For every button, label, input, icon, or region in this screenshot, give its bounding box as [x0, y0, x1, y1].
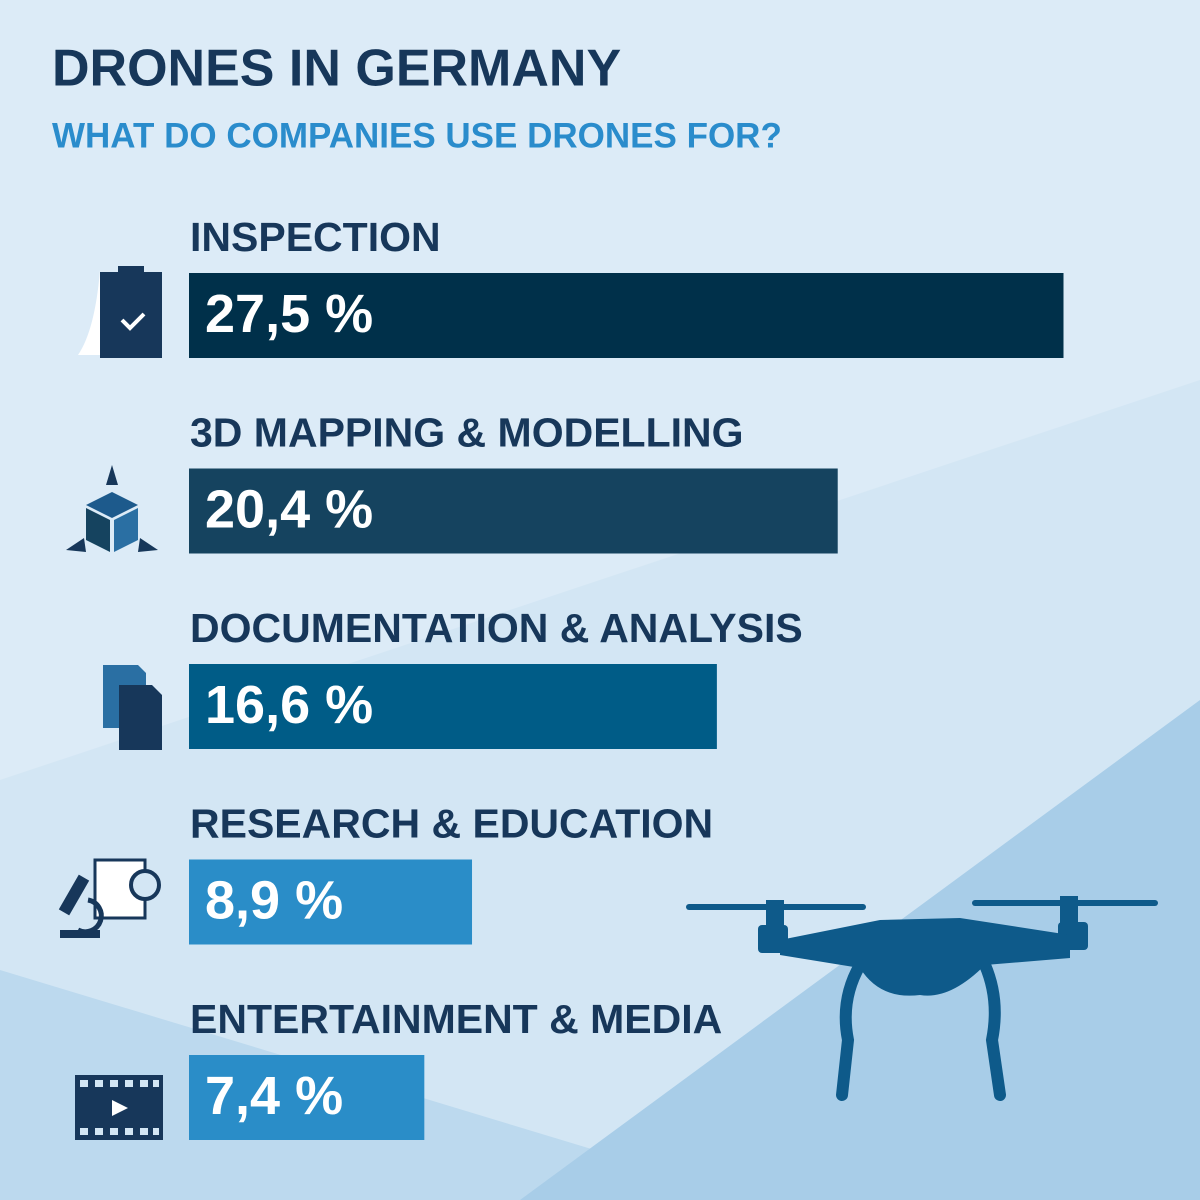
bar — [189, 1055, 425, 1140]
chart-subtitle: WHAT DO COMPANIES USE DRONES FOR? — [52, 116, 782, 155]
background-shade — [0, 0, 1200, 780]
drone-illustration — [686, 896, 1158, 1101]
value-label: 7,4 % — [205, 1066, 343, 1126]
bar — [189, 664, 717, 749]
cube-icon — [66, 465, 158, 552]
bar — [189, 468, 838, 554]
category-label: RESEARCH & EDUCATION — [190, 800, 713, 846]
chart-title: DRONES IN GERMANY — [52, 40, 621, 98]
category-label: ENTERTAINMENT & MEDIA — [190, 996, 722, 1042]
category-label: INSPECTION — [190, 214, 441, 260]
bar — [189, 273, 1064, 358]
documents-icon — [103, 665, 162, 750]
value-label: 20,4 % — [205, 479, 373, 539]
value-label: 8,9 % — [205, 870, 343, 930]
category-label: 3D MAPPING & MODELLING — [190, 409, 744, 455]
film-icon — [75, 1075, 163, 1140]
clipboard-icon — [78, 266, 162, 358]
value-label: 27,5 % — [205, 284, 373, 344]
value-label: 16,6 % — [205, 675, 373, 735]
category-label: DOCUMENTATION & ANALYSIS — [190, 605, 803, 651]
research-icon — [58, 858, 161, 938]
bar — [189, 859, 473, 945]
